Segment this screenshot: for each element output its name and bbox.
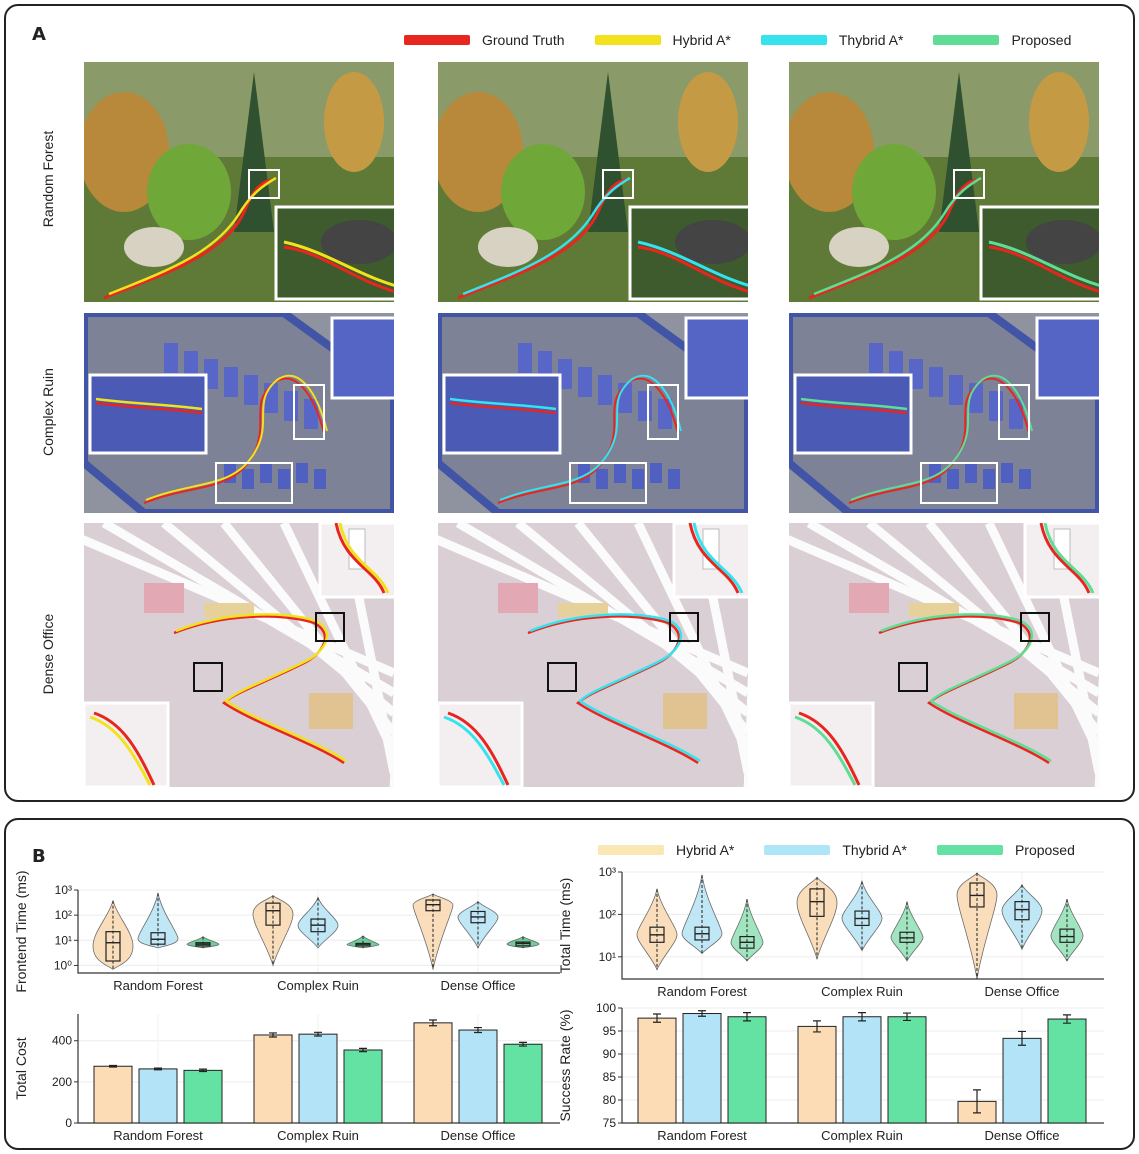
legend-swatch (594, 35, 661, 45)
row-label-random-forest: Random Forest (40, 130, 56, 228)
scene-image-ruin-3 (789, 313, 1099, 513)
scene-image-ruin-2 (438, 313, 748, 513)
legend-thybrid-a-star: Thybrid A* (760, 32, 904, 48)
legend-swatch (764, 845, 831, 855)
legend-label: Proposed (1011, 32, 1072, 48)
legend-label: Proposed (1014, 842, 1075, 858)
scene-image-forest-1 (84, 62, 394, 302)
legend-swatch (933, 35, 1000, 45)
panel-b-legend: Hybrid A* Thybrid A* Proposed (598, 842, 1105, 858)
legend-hybrid-a-star: Hybrid A* (594, 32, 731, 48)
legend-thybrid-a-star: Thybrid A* (764, 842, 907, 858)
legend-label: Hybrid A* (672, 32, 731, 48)
legend-label: Thybrid A* (838, 32, 904, 48)
legend-proposed: Proposed (936, 842, 1075, 858)
legend-proposed: Proposed (933, 32, 1071, 48)
row-label-dense-office: Dense Office (40, 613, 56, 695)
scene-image-ruin-1 (84, 313, 394, 513)
scene-image-office-2 (438, 523, 748, 787)
scene-image-forest-2 (438, 62, 748, 302)
panel-b: B Hybrid A* Thybrid A* Proposed (4, 818, 1135, 1150)
panel-a-legend: Ground Truth Hybrid A* Thybrid A* Propos… (404, 32, 1101, 48)
panel-a: A Ground Truth Hybrid A* Thybrid A* Prop… (4, 4, 1135, 802)
scene-image-office-1 (84, 523, 394, 787)
panel-a-label: A (32, 24, 46, 45)
legend-hybrid-a-star: Hybrid A* (598, 842, 734, 858)
legend-swatch (404, 35, 470, 45)
legend-swatch (936, 845, 1003, 855)
scene-image-forest-3 (789, 62, 1099, 302)
legend-swatch (598, 845, 664, 855)
panel-b-label: B (32, 846, 46, 867)
legend-label: Thybrid A* (842, 842, 907, 858)
legend-label: Ground Truth (482, 32, 565, 48)
row-label-complex-ruin: Complex Ruin (40, 368, 56, 456)
legend-label: Hybrid A* (676, 842, 735, 858)
legend-swatch (760, 35, 827, 45)
scene-image-office-3 (789, 523, 1099, 787)
legend-ground-truth: Ground Truth (404, 32, 565, 48)
